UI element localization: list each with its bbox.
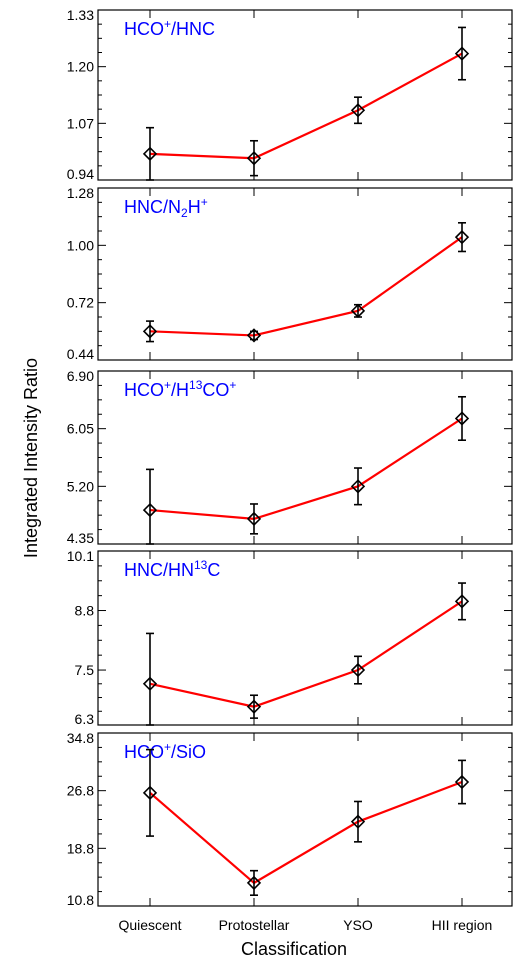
data-point-marker: [350, 303, 366, 318]
y-tick-label: 1.28: [67, 185, 94, 201]
data-point-marker: [350, 814, 366, 829]
data-point-marker: [350, 479, 366, 494]
y-tick-label: 0.44: [67, 346, 94, 362]
panel-title-part: H: [188, 197, 201, 217]
x-tick-label: Quiescent: [118, 917, 181, 933]
y-tick-label: 1.20: [67, 59, 94, 75]
y-tick-label: 18.8: [67, 840, 94, 856]
x-tick-labels: Quiescent Protostellar YSO HII region: [118, 917, 492, 933]
y-tick-label: 5.20: [67, 478, 94, 494]
panel-2: 0.44 0.72 1.00 1.28 HNC/N2H+: [67, 185, 513, 362]
series-line: [149, 600, 463, 708]
y-tick-label: 6.3: [75, 711, 95, 727]
x-tick-label: Protostellar: [219, 917, 290, 933]
x-axis-title: Classification: [241, 939, 347, 959]
panel-title-part: /HNC: [171, 19, 215, 39]
panel-title-part: 13: [189, 378, 203, 392]
data-point-marker: [246, 151, 262, 166]
data-point-marker: [142, 676, 158, 691]
panel-title-part: 2: [181, 206, 188, 220]
y-tick-label: 6.05: [67, 421, 94, 437]
panel-title: HCO+/H13CO+: [124, 378, 236, 400]
panel-1: 0.94 1.07 1.20 1.33 HCO+/HNC: [67, 7, 513, 182]
y-tick-label: 1.07: [67, 115, 94, 131]
data-point-marker: [142, 785, 158, 800]
y-tick-label: 10.8: [67, 892, 94, 908]
panel-title: HCO+/HNC: [124, 17, 215, 39]
y-tick-label: 8.8: [75, 603, 95, 619]
panel-title-part: /SiO: [171, 742, 206, 762]
data-point-marker: [246, 511, 262, 527]
y-tick-label: 1.33: [67, 7, 94, 23]
panel-title-part: +: [201, 195, 208, 209]
data-point-marker: [454, 46, 470, 61]
panel-title-part: +: [164, 378, 171, 392]
x-tick-label: HII region: [432, 917, 493, 933]
y-tick-label: 4.35: [67, 530, 94, 546]
y-tick-label: 0.72: [67, 295, 94, 311]
panel-title-part: +: [164, 17, 171, 31]
data-point-marker: [350, 103, 366, 118]
data-point-marker: [350, 662, 366, 678]
panel-title-part: /H: [171, 380, 189, 400]
data-point-marker: [454, 411, 470, 426]
data-point-marker: [454, 230, 470, 245]
panel-title-part: 13: [194, 558, 208, 572]
data-point-marker: [454, 774, 470, 790]
data-point-marker: [246, 875, 262, 891]
panel-title-part: C: [207, 560, 220, 580]
panel-title-part: HCO: [124, 742, 164, 762]
y-axis-title: Integrated Intensity Ratio: [21, 358, 41, 558]
panel-title-part: +: [164, 740, 171, 754]
series-line: [149, 52, 463, 160]
data-point-marker: [246, 699, 262, 714]
panel-title-part: +: [229, 378, 236, 392]
panel-title-part: HCO: [124, 380, 164, 400]
panel-title-part: HNC/N: [124, 197, 181, 217]
panel-title: HCO+/SiO: [124, 740, 206, 762]
y-tick-label: 1.00: [67, 237, 94, 253]
panel-title-part: CO: [202, 380, 229, 400]
panel-frame: [97, 550, 513, 726]
panel-title-part: HNC/HN: [124, 560, 194, 580]
y-tick-label: 0.94: [67, 166, 94, 182]
y-tick-label: 6.90: [67, 368, 94, 384]
panel-title: HNC/HN13C: [124, 558, 220, 580]
y-tick-label: 10.1: [67, 548, 94, 564]
data-point-marker: [142, 502, 158, 518]
chart-panels: 0.941.071.201.33HCO+/HNC0.440.721.001.28…: [67, 7, 513, 908]
y-tick-label: 34.8: [67, 730, 94, 746]
panel-4: 6.3 7.5 8.8 10.1 HNC/HN13C: [67, 548, 513, 727]
y-tick-label: 7.5: [75, 662, 95, 678]
panel-title: HNC/N2H+: [124, 195, 208, 220]
x-tick-label: YSO: [343, 917, 373, 933]
data-point-marker: [246, 328, 262, 343]
y-tick-label: 26.8: [67, 783, 94, 799]
series-line: [149, 236, 463, 337]
series-line: [149, 417, 463, 521]
panel-title-part: HCO: [124, 19, 164, 39]
data-point-marker: [454, 594, 470, 609]
data-point-marker: [142, 324, 158, 339]
panel-5: 10.8 18.8 26.8 34.8 HCO+/SiO: [67, 730, 513, 908]
data-point-marker: [142, 146, 158, 161]
series-line: [149, 780, 463, 885]
